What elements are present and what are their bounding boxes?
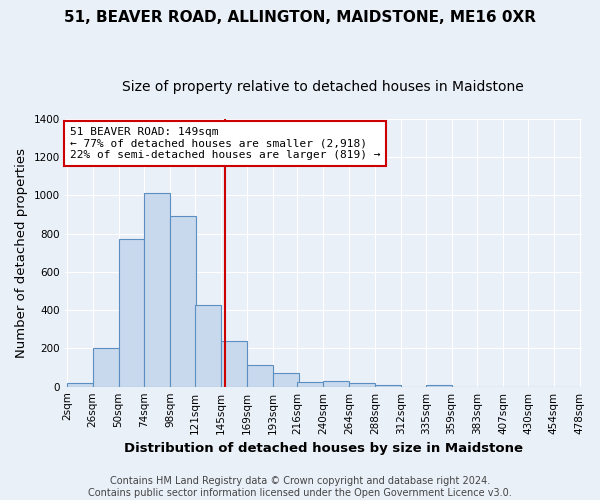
Bar [298,382,323,386]
Bar [247,364,272,386]
Text: 51, BEAVER ROAD, ALLINGTON, MAIDSTONE, ME16 0XR: 51, BEAVER ROAD, ALLINGTON, MAIDSTONE, M… [64,10,536,25]
Text: 51 BEAVER ROAD: 149sqm
← 77% of detached houses are smaller (2,918)
22% of semi-: 51 BEAVER ROAD: 149sqm ← 77% of detached… [70,127,380,160]
Bar [67,383,92,386]
Bar [119,240,145,386]
Bar [323,382,349,386]
X-axis label: Distribution of detached houses by size in Maidstone: Distribution of detached houses by size … [124,442,523,455]
Y-axis label: Number of detached properties: Number of detached properties [15,148,28,358]
Bar [195,306,221,386]
Bar [145,194,170,386]
Bar [92,348,119,387]
Bar [221,341,247,386]
Bar [272,374,299,386]
Text: Contains HM Land Registry data © Crown copyright and database right 2024.
Contai: Contains HM Land Registry data © Crown c… [88,476,512,498]
Bar [170,216,196,386]
Bar [375,385,401,386]
Title: Size of property relative to detached houses in Maidstone: Size of property relative to detached ho… [122,80,524,94]
Bar [349,383,375,386]
Bar [425,385,452,386]
